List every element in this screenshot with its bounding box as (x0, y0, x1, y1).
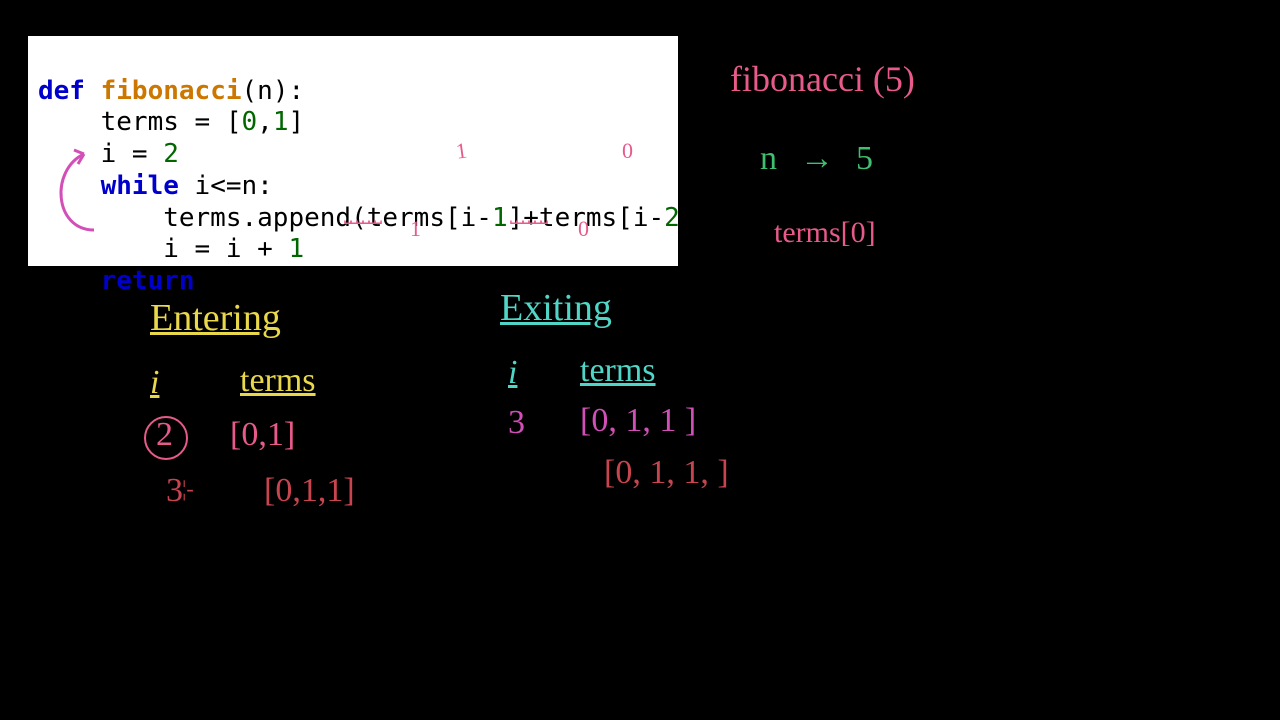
code-line5-n1: 1 (492, 203, 508, 233)
code-line4-cond: i<=n: (179, 171, 273, 201)
code-line2-mid: , (257, 107, 273, 137)
n-value: 5 (856, 140, 873, 178)
brace-left: ⎵⎵⎵⎵⎵⎵ (344, 202, 380, 225)
entering-title: Entering (150, 296, 281, 340)
code-line2-end: ] (288, 107, 304, 137)
exiting-col-terms: terms (580, 352, 656, 390)
call-expression: fibonacci (5) (730, 58, 915, 100)
anno-over-0: 0 (622, 138, 633, 164)
exiting-col-i: i (508, 354, 517, 392)
n-label: n (760, 140, 777, 178)
exiting-title: Exiting (500, 286, 612, 330)
function-name: fibonacci (101, 76, 242, 106)
entering-row1-terms: [0,1] (230, 416, 295, 454)
code-line3-num: 2 (163, 139, 179, 169)
anno-under-0: 0 (578, 216, 589, 242)
code-line5c: ]) (680, 203, 711, 233)
brace-right: ⎵⎵⎵⎵⎵⎵ (510, 202, 546, 225)
loop-arrow (44, 140, 124, 250)
code-line6-num: 1 (288, 234, 304, 264)
exiting-row2-terms: [0, 1, 1, ] (604, 454, 729, 492)
exiting-row1-terms: [0, 1, 1 ] (580, 402, 696, 440)
anno-under-1: 1 (410, 216, 421, 242)
n-arrow: → (800, 140, 834, 178)
code-line5-n2: 2 (664, 203, 680, 233)
code-line2a: terms = [ (38, 107, 242, 137)
exiting-row1-i: 3 (508, 404, 525, 442)
terms-index: terms[0] (774, 216, 876, 250)
code-line7-expr: terms[n] (195, 266, 336, 296)
code-line2-num0: 0 (242, 107, 258, 137)
entering-row2-i: 3 (166, 472, 183, 510)
keyword-def: def (38, 76, 85, 106)
keyword-return: return (38, 266, 195, 296)
code-args: (n): (242, 76, 305, 106)
entering-row2-cursor: ¦- (182, 476, 194, 502)
entering-col-terms: terms (240, 362, 316, 400)
entering-col-i: i (150, 364, 159, 402)
entering-row1-i: 2 (156, 416, 173, 454)
entering-row2-terms: [0,1,1] (264, 472, 355, 510)
code-line2-num1: 1 (273, 107, 289, 137)
